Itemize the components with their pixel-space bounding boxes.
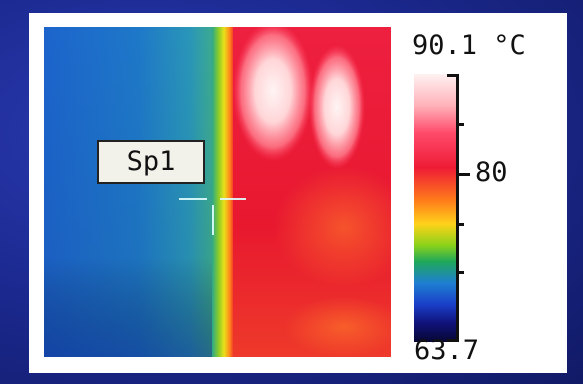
scale-max-label: 90.1 °C: [412, 30, 526, 61]
hot-spot-right: [309, 45, 365, 169]
thermal-figure: Sp1 90.1 °C 80 63.7: [29, 13, 567, 373]
scale-tick: [456, 271, 464, 274]
scale-tick: [447, 339, 459, 342]
scale-tick: [456, 123, 464, 126]
crosshair-icon: [179, 198, 246, 235]
hot-spot-left: [233, 27, 313, 161]
thermal-image: [44, 27, 391, 357]
scale-tick: [456, 173, 470, 176]
scale-mid-label: 80: [475, 157, 508, 188]
scale-min-label: 63.7: [414, 335, 480, 366]
spot-label-sp1: Sp1: [97, 140, 205, 184]
scale-axis: [456, 74, 459, 342]
scale-tick: [456, 223, 464, 226]
edge-band: [212, 27, 234, 357]
scale-tick: [447, 74, 459, 77]
temperature-color-scale: [414, 74, 456, 342]
